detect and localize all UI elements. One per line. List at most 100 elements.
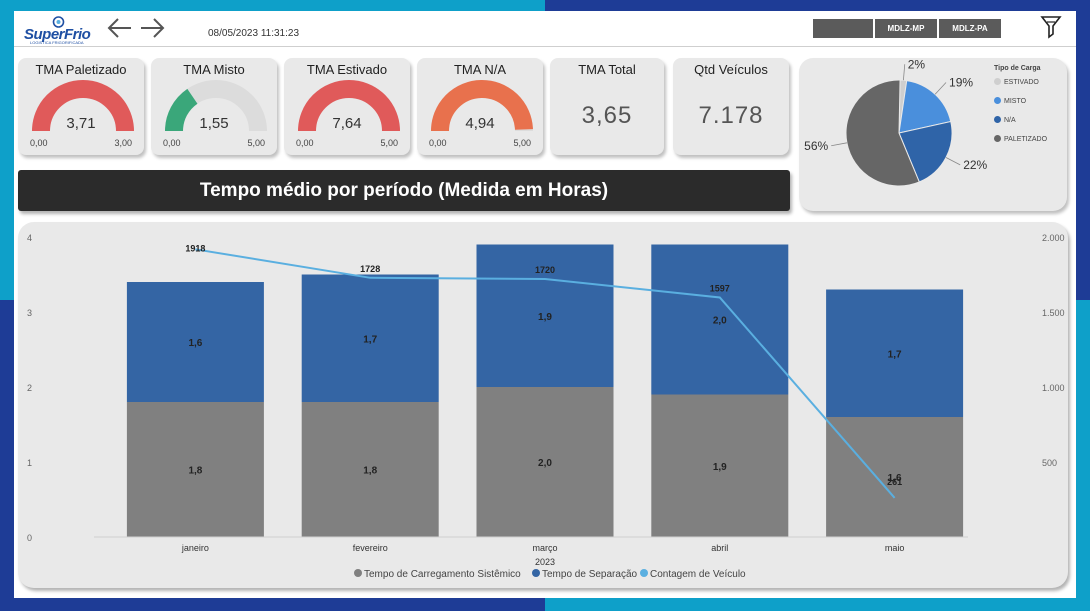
combo-chart-card: 0 1 2 3 4 500 1.000 1.500 2.000 1,8 1,6 janeiro 1,8 1…	[18, 222, 1068, 588]
kpi-card-tma-misto: TMA Misto 1,55 0,00 5,00	[151, 58, 277, 155]
legend-label[interactable]: Tempo de Separação	[542, 569, 638, 580]
kpi-value: 3,65	[581, 102, 633, 129]
bar-data-label: 1,8	[188, 466, 202, 477]
gauge-tma-misto	[165, 80, 267, 132]
x-tick-label: abril	[711, 543, 728, 553]
last-update-timestamp: 08/05/2023 11:31:23	[208, 28, 300, 39]
gauge-fill	[165, 88, 198, 132]
kpi-title: Qtd Veículos	[694, 62, 768, 77]
kpi-value: 4,94	[465, 115, 495, 132]
pie-slice-label: 19%	[949, 76, 973, 90]
line-data-label: 1728	[360, 264, 380, 274]
y2-tick-label: 1.000	[1042, 383, 1065, 393]
report-canvas: SuperFrio LOGISTICA FRIGORIFICADA 08/05/…	[14, 11, 1076, 598]
legend-item-paletizado[interactable]: PALETIZADO	[994, 135, 1047, 143]
pie-slice-label: 22%	[963, 158, 987, 172]
kpi-title: TMA Paletizado	[35, 62, 127, 77]
legend-label[interactable]: Tempo de Carregamento Sistêmico	[364, 569, 521, 580]
bar-data-label: 2,0	[538, 458, 552, 469]
superfrio-logo: SuperFrio LOGISTICA FRIGORIFICADA	[24, 15, 91, 45]
gauge-fill	[298, 80, 400, 132]
back-arrow-icon[interactable]	[107, 15, 133, 41]
y-tick-label: 1	[27, 458, 32, 468]
kpi-card-qtd-veiculos: Qtd Veículos 7.178	[673, 58, 789, 155]
line-data-label: 1720	[535, 265, 555, 275]
bar-carregamento[interactable]	[126, 402, 264, 537]
kpi-card-tma-total: TMA Total 3,65	[550, 58, 664, 155]
pie-leader-line	[945, 157, 961, 166]
x-tick-label: janeiro	[181, 543, 209, 553]
bar-separacao[interactable]	[651, 244, 789, 395]
legend-label: PALETIZADO	[1004, 136, 1048, 143]
y2-tick-label: 1.500	[1042, 308, 1065, 318]
filter-icon[interactable]	[1040, 14, 1062, 40]
pie-card-tipo-de-carga: 2% 19% 22% 56% Tipo de Carga ESTIVADO MISTO…	[799, 58, 1067, 211]
forward-arrow-icon[interactable]	[139, 15, 165, 41]
mdlz-mp-button[interactable]: MDLZ-MP	[875, 19, 937, 38]
kpi-value: 3,71	[66, 115, 96, 132]
line-data-label: 1597	[710, 283, 730, 293]
x-tick-label: fevereiro	[353, 543, 388, 553]
bar-separacao[interactable]	[476, 244, 614, 388]
y-tick-label: 4	[27, 233, 32, 243]
y-tick-label: 2	[27, 383, 32, 393]
y-tick-label: 0	[27, 533, 32, 543]
bar-separacao[interactable]	[826, 289, 964, 418]
combo-bar-line-chart: 0 1 2 3 4 500 1.000 1.500 2.000 1,8 1,6 janeiro 1,8 1…	[27, 233, 1065, 580]
gauge-max: 5,00	[380, 138, 398, 148]
bar-separacao[interactable]	[301, 274, 439, 403]
gauge-max: 5,00	[513, 138, 531, 148]
legend-item-estivado[interactable]: ESTIVADO	[994, 78, 1039, 86]
bar-carregamento[interactable]	[651, 394, 789, 538]
bar-data-label: 2,0	[713, 316, 727, 327]
pie-leader-line	[934, 82, 947, 95]
pie-slice-na[interactable]	[898, 120, 953, 183]
bar-data-label: 1,7	[363, 334, 377, 345]
legend-label: ESTIVADO	[1004, 79, 1039, 86]
gauge-tma-estivado	[298, 80, 400, 132]
kpi-title: TMA Total	[578, 62, 636, 77]
kpi-card-tma-na: TMA N/A 4,94 0,00 5,00	[417, 58, 543, 155]
pie-slice-label: 2%	[908, 58, 926, 71]
bar-carregamento[interactable]	[476, 387, 614, 537]
gauge-min: 0,00	[163, 138, 181, 148]
pie-slice-label: 56%	[804, 139, 828, 153]
kpi-title: TMA N/A	[453, 62, 506, 77]
legend-label: N/A	[1004, 117, 1016, 124]
logo-drop-icon	[52, 16, 65, 28]
bar-data-label: 1,7	[888, 349, 902, 360]
y-tick-label: 3	[27, 308, 32, 318]
pie-leader-line	[903, 64, 906, 81]
mdlz-pa-button[interactable]: MDLZ-PA	[939, 19, 1001, 38]
pie-slice-misto[interactable]	[898, 80, 952, 134]
legend-dot	[994, 78, 1001, 85]
kpi-value: 1,55	[199, 115, 229, 132]
kpi-title: TMA Estivado	[306, 62, 388, 77]
legend-label: MISTO	[1004, 98, 1027, 105]
line-contagem-de-veiculo[interactable]	[195, 248, 896, 499]
legend-title: Tipo de Carga	[994, 65, 1041, 72]
bar-carregamento[interactable]	[301, 402, 439, 537]
legend-marker	[640, 569, 648, 577]
bar-data-label: 1,9	[713, 462, 727, 473]
empty-filter-button[interactable]	[813, 19, 873, 38]
gauge-tma-paletizado	[32, 80, 134, 132]
y2-tick-label: 2.000	[1042, 233, 1065, 243]
logo-text: SuperFrio	[24, 26, 91, 43]
legend-item-misto[interactable]: MISTO	[994, 97, 1026, 105]
header-bar: SuperFrio LOGISTICA FRIGORIFICADA 08/05/…	[14, 11, 1076, 47]
legend-label[interactable]: Contagem de Veículo	[650, 569, 746, 580]
section-banner-title: Tempo médio por período (Medida em Horas…	[18, 170, 790, 211]
x-axis-title: 2023	[535, 557, 555, 567]
kpi-card-tma-estivado: TMA Estivado 7,64 0,00 5,00	[284, 58, 410, 155]
bar-separacao[interactable]	[126, 282, 264, 402]
legend-item-na[interactable]: N/A	[994, 116, 1016, 124]
legend-dot	[994, 97, 1001, 104]
bar-carregamento[interactable]	[826, 417, 964, 537]
line-data-label: 261	[887, 477, 902, 487]
legend-dot	[994, 135, 1001, 142]
gauge-max: 3,00	[114, 138, 132, 148]
bar-data-label: 1,9	[538, 312, 552, 323]
legend-dot	[994, 116, 1001, 123]
kpi-value: 7.178	[698, 102, 764, 129]
